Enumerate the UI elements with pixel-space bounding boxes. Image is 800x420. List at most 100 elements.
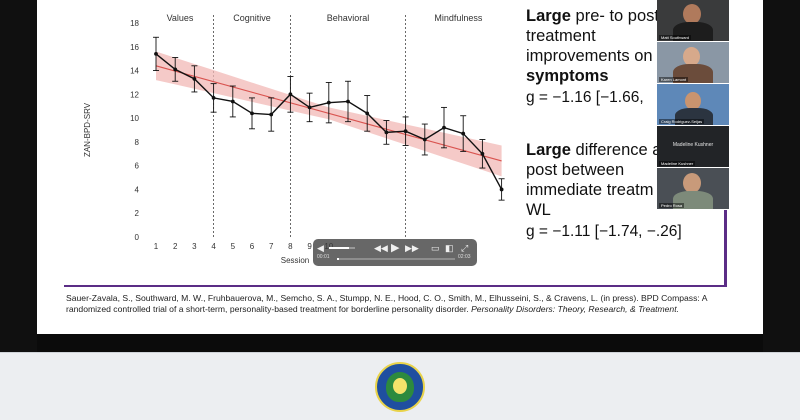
data-point bbox=[365, 111, 370, 116]
phase-label: Mindfulness bbox=[434, 13, 483, 23]
y-tick-label: 6 bbox=[135, 162, 140, 171]
stat-text-4: symptoms bbox=[526, 67, 609, 85]
y-tick-label: 12 bbox=[130, 90, 139, 99]
data-point bbox=[326, 100, 331, 105]
phase-label: Cognitive bbox=[233, 13, 271, 23]
stat-text-5: difference a bbox=[570, 141, 662, 159]
x-tick-label: 4 bbox=[211, 242, 216, 251]
phase-label: Values bbox=[167, 13, 194, 23]
x-tick-label: 3 bbox=[192, 242, 197, 251]
data-point bbox=[307, 105, 312, 110]
citation: Sauer-Zavala, S., Southward, M. W., Fruh… bbox=[66, 293, 738, 315]
participant-name: Madeline Kushner bbox=[659, 161, 696, 166]
participant-name: Karen Lamont bbox=[659, 77, 689, 82]
monitor-bezel-right bbox=[763, 0, 800, 352]
stat-text-1: pre- to post bbox=[570, 7, 659, 25]
participant-video bbox=[685, 92, 701, 110]
data-point bbox=[269, 112, 274, 117]
participant-tile[interactable]: Karen Lamont bbox=[657, 42, 729, 83]
participant-video-body bbox=[673, 22, 713, 41]
data-point bbox=[154, 52, 158, 56]
y-tick-label: 18 bbox=[130, 19, 139, 28]
brain-logo-icon bbox=[375, 362, 425, 412]
y-tick-label: 8 bbox=[135, 138, 140, 147]
y-tick-label: 2 bbox=[135, 209, 140, 218]
pip-icon[interactable]: ◧ bbox=[445, 243, 454, 253]
participant-video-body bbox=[673, 64, 713, 83]
data-point bbox=[230, 99, 235, 104]
data-point bbox=[461, 131, 466, 136]
stat-block-1: Large pre- to post treatment improvement… bbox=[526, 6, 659, 108]
data-point bbox=[288, 92, 293, 97]
y-tick-label: 4 bbox=[135, 185, 140, 194]
x-tick-label: 1 bbox=[154, 242, 159, 251]
video-controls[interactable]: ◀ ◀◀ ▶ ▶▶ ▭ ◧ ⤢ 00:01 02:03 bbox=[313, 239, 477, 266]
stat-large-2: Large bbox=[526, 141, 571, 159]
session-line-chart: Values Cognitive Behavioral Mindfulness 0 2 4 6… bbox=[83, 13, 505, 265]
effect-size-2: g = −1.11 [−1.74, −.26] bbox=[526, 223, 682, 240]
participant-center-name: Madeline Kushner bbox=[672, 142, 714, 148]
accent-rule-horizontal bbox=[64, 285, 727, 287]
participant-name: Matt Southward bbox=[659, 35, 692, 40]
x-axis-label: Session bbox=[281, 256, 309, 265]
y-tick-label: 16 bbox=[130, 43, 139, 52]
stat-text-2: treatment bbox=[526, 27, 596, 45]
seek-progress bbox=[337, 258, 340, 260]
participant-tile[interactable]: Craig Rodriguez-Seijas bbox=[657, 84, 729, 125]
stat-text-8: WL bbox=[526, 201, 551, 219]
phase-label: Behavioral bbox=[327, 13, 370, 23]
participant-name: Pedro Rosa bbox=[659, 203, 685, 208]
data-point bbox=[422, 137, 427, 142]
volume-icon[interactable]: ◀ bbox=[317, 243, 324, 253]
monitor-bezel-left bbox=[0, 0, 37, 352]
logo-bulb-shape bbox=[393, 378, 407, 394]
participant-video-body bbox=[673, 191, 713, 209]
volume-slider[interactable] bbox=[329, 247, 355, 249]
volume-level bbox=[329, 247, 349, 249]
stat-large-1: Large bbox=[526, 7, 571, 25]
data-point bbox=[346, 99, 350, 104]
effect-size-1: g = −1.16 [−1.66, bbox=[526, 89, 644, 106]
y-tick-label: 14 bbox=[130, 67, 139, 76]
seek-bar[interactable] bbox=[337, 258, 455, 260]
x-tick-label: 8 bbox=[288, 242, 293, 251]
participant-tile[interactable]: Matt Southward bbox=[657, 0, 729, 41]
y-tick-label: 0 bbox=[135, 233, 140, 242]
participant-video-body bbox=[675, 108, 713, 125]
data-point bbox=[384, 130, 389, 135]
slide-bottom-bar bbox=[37, 334, 763, 352]
presentation-slide: Values Cognitive Behavioral Mindfulness 0 2 4 6… bbox=[37, 0, 763, 352]
fullscreen-icon[interactable]: ⤢ bbox=[461, 243, 469, 253]
participant-panel: Matt Southward Karen Lamont Craig Rodrig… bbox=[657, 0, 729, 210]
stat-text-7: immediate treatm bbox=[526, 181, 654, 199]
data-point bbox=[499, 187, 504, 192]
captions-icon[interactable]: ▭ bbox=[431, 243, 440, 253]
data-point bbox=[480, 151, 485, 156]
citation-text: Sauer-Zavala, S., Southward, M. W., Fruh… bbox=[66, 293, 707, 314]
total-time: 02:03 bbox=[458, 254, 471, 260]
x-tick-label: 6 bbox=[250, 242, 255, 251]
data-point bbox=[250, 111, 254, 116]
rewind-icon[interactable]: ◀◀ bbox=[374, 243, 388, 253]
data-point bbox=[211, 96, 216, 100]
stat-text-6: post between bbox=[526, 161, 625, 179]
stat-text-3: improvements on bbox=[526, 47, 653, 65]
x-tick-label: 7 bbox=[269, 242, 274, 251]
y-axis-label: ZAN-BPD-SRV bbox=[83, 102, 92, 157]
participant-video bbox=[683, 47, 700, 66]
y-tick-label: 10 bbox=[130, 114, 139, 123]
x-tick-label: 5 bbox=[231, 242, 236, 251]
participant-tile[interactable]: Pedro Rosa bbox=[657, 168, 729, 209]
data-point bbox=[442, 125, 446, 130]
fast-forward-icon[interactable]: ▶▶ bbox=[405, 243, 419, 253]
data-point bbox=[173, 67, 178, 72]
play-icon[interactable]: ▶ bbox=[391, 242, 400, 254]
x-tick-label: 9 bbox=[307, 242, 312, 251]
participant-name: Craig Rodriguez-Seijas bbox=[659, 119, 705, 124]
participant-tile[interactable]: Madeline Kushner Madeline Kushner bbox=[657, 126, 729, 167]
stat-block-2: Large difference a post between immediat… bbox=[526, 140, 682, 242]
x-tick-label: 2 bbox=[173, 242, 178, 251]
elapsed-time: 00:01 bbox=[317, 254, 330, 260]
participant-video bbox=[683, 173, 701, 193]
accent-rule-vertical bbox=[724, 210, 727, 287]
